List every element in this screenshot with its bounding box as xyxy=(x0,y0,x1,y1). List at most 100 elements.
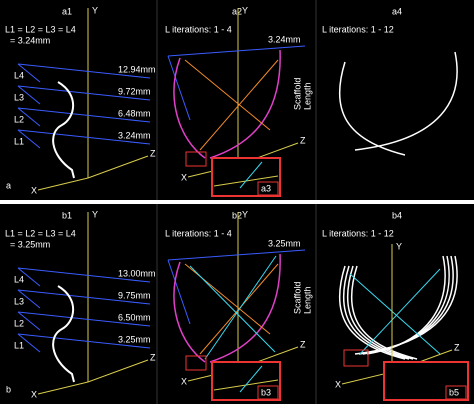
equal-note: L1 = L2 = L3 = L4 xyxy=(5,228,76,238)
level-name: L2 xyxy=(14,318,24,328)
axis-label: Z xyxy=(300,135,306,145)
level-name: L3 xyxy=(14,92,24,102)
inset-marker xyxy=(343,349,369,367)
axis-label: Y xyxy=(92,209,98,219)
level-plane xyxy=(17,311,41,331)
x-axis xyxy=(37,177,89,191)
axis-label: X xyxy=(31,185,37,195)
equal-value: = 3.24mm xyxy=(10,35,50,45)
panel-label: a1 xyxy=(62,6,72,16)
scale-plane xyxy=(167,55,191,121)
axis-label: X xyxy=(335,379,341,389)
equal-note: L1 = L2 = L3 = L4 xyxy=(5,24,76,34)
inset-label-box xyxy=(257,181,279,196)
level-plane xyxy=(17,107,151,123)
level-length: 9.75mm xyxy=(118,290,151,300)
scale-label: 3.25mm xyxy=(268,238,301,248)
axis-label: Z xyxy=(150,352,156,362)
axis-label: Z xyxy=(300,339,306,349)
inset-marker xyxy=(185,151,207,167)
panel-label: a2 xyxy=(232,6,242,16)
scaffold-label: Scaffold xyxy=(292,282,302,314)
level-length: 3.25mm xyxy=(118,334,151,344)
level-name: L4 xyxy=(14,274,24,284)
iterations: L iterations: 1 - 4 xyxy=(165,228,232,238)
level-length: 12.94mm xyxy=(118,64,156,74)
panel: a1 L1 = L2 = L3 = L4= 3.24mm Y X Z L4 12.94mm L… xyxy=(0,0,474,200)
scale-plane xyxy=(167,249,306,261)
level-plane xyxy=(17,289,151,305)
level-plane xyxy=(17,289,41,309)
scale-label: 3.24mm xyxy=(268,34,301,44)
inset-label: b5 xyxy=(449,387,459,397)
level-length: 3.24mm xyxy=(118,130,151,140)
scale-plane xyxy=(167,45,306,57)
scaffold-curve xyxy=(52,285,75,383)
inset-label-box xyxy=(445,385,467,400)
axis-label: X xyxy=(31,389,37,399)
z-axis xyxy=(87,155,149,179)
level-length: 6.50mm xyxy=(118,312,151,322)
level-plane xyxy=(17,85,41,105)
scaffold-curve xyxy=(52,81,75,179)
axis-label: Z xyxy=(150,148,156,158)
level-name: L1 xyxy=(14,340,24,350)
panel-letter: b xyxy=(6,384,11,394)
level-plane xyxy=(17,267,41,287)
z-axis xyxy=(87,359,149,383)
x-axis xyxy=(37,381,89,395)
iterations: L iterations: 1 - 12 xyxy=(322,228,394,238)
inset-label: b3 xyxy=(261,387,271,397)
curve xyxy=(173,49,281,159)
axis-label: Y xyxy=(242,5,248,15)
inset-line xyxy=(239,161,263,189)
inset-line xyxy=(239,365,263,393)
axis-label: Y xyxy=(396,241,402,251)
level-name: L4 xyxy=(14,70,24,80)
scale-plane xyxy=(167,259,191,325)
curve xyxy=(173,253,281,363)
scaffold-label: Length xyxy=(302,82,312,110)
leaf-curve xyxy=(350,255,446,360)
level-name: L3 xyxy=(14,296,24,306)
level-plane xyxy=(17,129,41,149)
level-plane xyxy=(17,333,151,349)
panel-label: b2 xyxy=(232,210,242,220)
curve xyxy=(184,59,279,151)
iterations: L iterations: 1 - 12 xyxy=(322,24,394,34)
panel-letter: a xyxy=(6,180,11,190)
level-name: L2 xyxy=(14,114,24,124)
level-plane xyxy=(17,107,41,127)
panel-label: b1 xyxy=(62,210,72,220)
level-plane xyxy=(17,267,151,283)
equal-value: = 3.25mm xyxy=(10,239,50,249)
inset-marker xyxy=(185,355,207,371)
axis-label: Y xyxy=(92,5,98,15)
level-length: 13.00mm xyxy=(118,268,156,278)
scaffold-label: Scaffold xyxy=(292,78,302,110)
inset-label: a3 xyxy=(261,183,271,193)
leaf-curve xyxy=(349,268,441,355)
panel-label: a4 xyxy=(392,6,402,16)
panel: b1 L1 = L2 = L3 = L4= 3.25mm Y X Z L4 13.00mm L… xyxy=(0,204,474,404)
inset-label-box xyxy=(257,385,279,400)
level-name: L1 xyxy=(14,136,24,146)
axis-label: X xyxy=(181,172,187,182)
level-plane xyxy=(17,333,41,353)
level-length: 9.72mm xyxy=(118,86,151,96)
level-plane xyxy=(17,311,151,327)
panel-label: b4 xyxy=(392,210,402,220)
axis-label: Y xyxy=(242,209,248,219)
level-plane xyxy=(17,129,151,145)
iterations: L iterations: 1 - 4 xyxy=(165,24,232,34)
level-plane xyxy=(17,63,151,79)
curve xyxy=(189,255,277,360)
axis-label: Z xyxy=(454,342,460,352)
scaffold-label: Length xyxy=(302,286,312,314)
level-length: 6.48mm xyxy=(118,108,151,118)
level-plane xyxy=(17,63,41,83)
level-plane xyxy=(17,85,151,101)
leaf-curve xyxy=(338,51,458,156)
axis-label: X xyxy=(181,376,187,386)
